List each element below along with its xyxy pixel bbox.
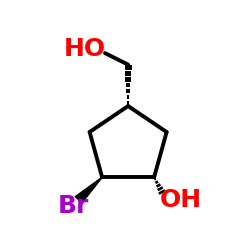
Polygon shape (126, 89, 130, 93)
Polygon shape (126, 77, 131, 82)
Text: HO: HO (64, 37, 106, 61)
Polygon shape (124, 66, 132, 70)
Polygon shape (74, 177, 103, 204)
Polygon shape (156, 183, 161, 188)
Polygon shape (157, 186, 163, 191)
Polygon shape (125, 72, 131, 76)
Polygon shape (155, 180, 159, 184)
Polygon shape (127, 101, 129, 105)
Text: OH: OH (160, 188, 202, 212)
Polygon shape (158, 189, 166, 195)
Text: Br: Br (58, 194, 89, 218)
Polygon shape (127, 95, 130, 99)
Polygon shape (126, 83, 130, 87)
Polygon shape (154, 177, 156, 180)
